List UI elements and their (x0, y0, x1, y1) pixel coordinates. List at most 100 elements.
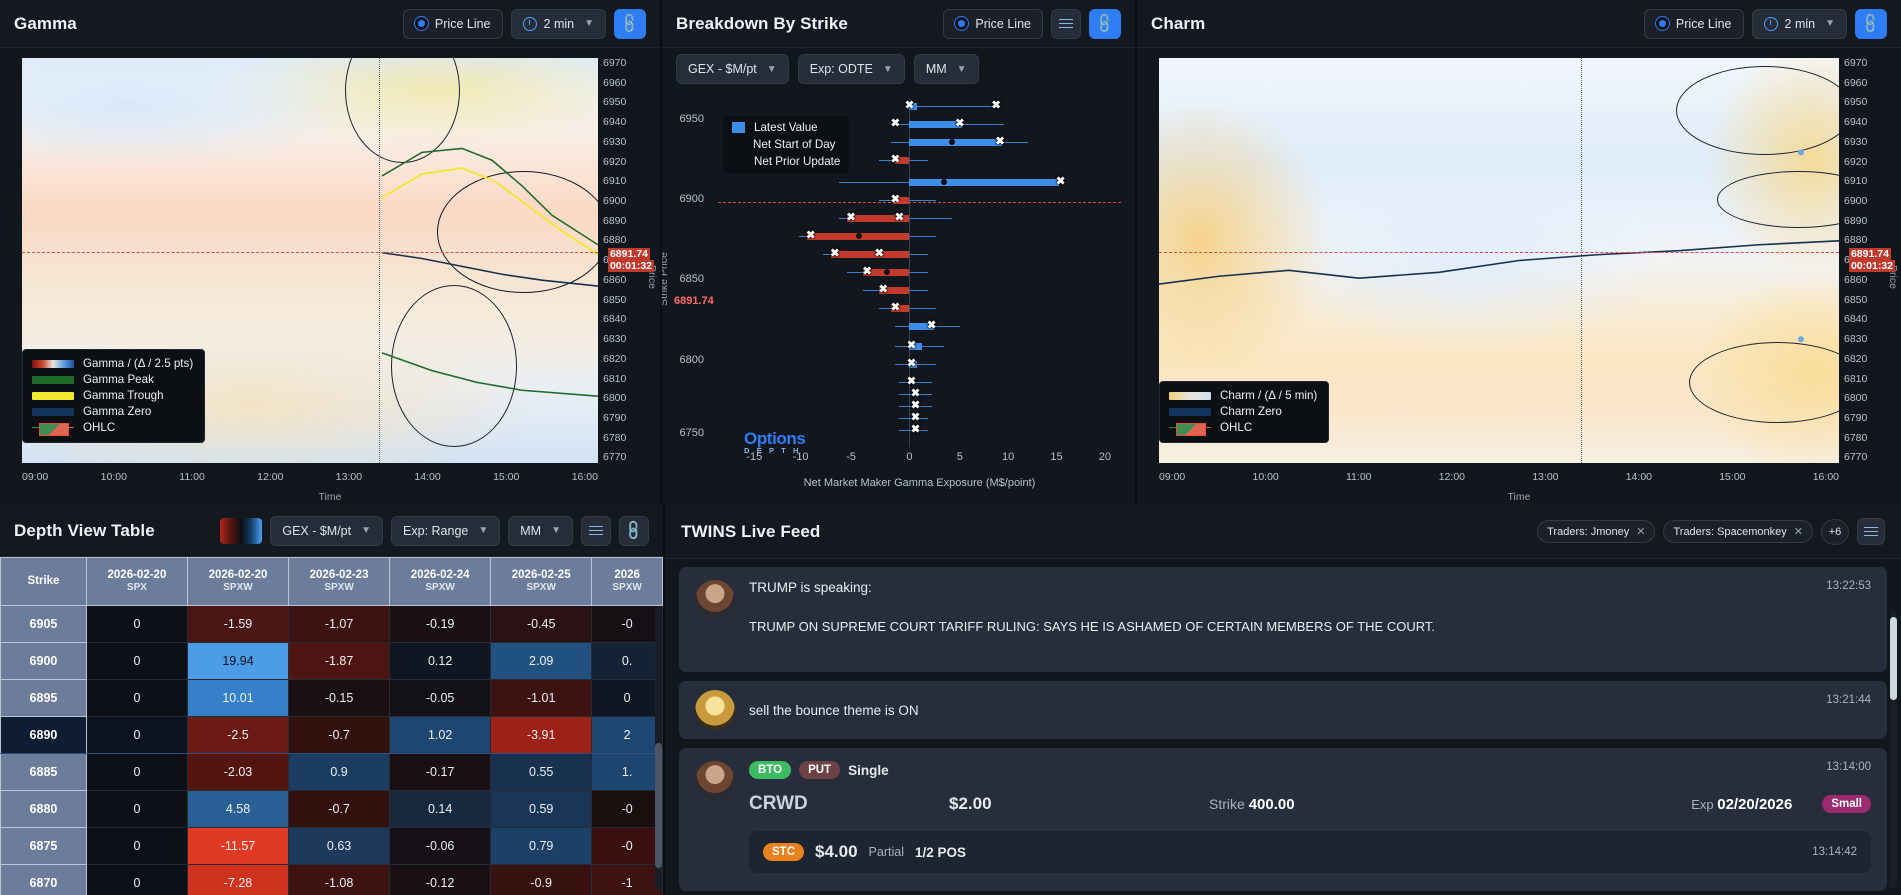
contour-line (1689, 341, 1839, 423)
close-icon[interactable]: ✕ (1636, 526, 1646, 538)
y-tick: 6850 (1844, 293, 1868, 306)
depth-link-button[interactable]: 🔗 (619, 515, 649, 546)
message-headline: TRUMP is speaking: (749, 580, 872, 595)
breakdown-controls: GEX - $M/pt ▼ Exp: ODTE ▼ MM ▼ (662, 48, 1135, 90)
depth-table: Strike 2026-02-20 SPX 2026-02-20 SPXW 2026… (0, 557, 663, 895)
bar-negative (891, 305, 910, 312)
y-tick: 6790 (603, 411, 627, 424)
table-row[interactable]: 6870 0 -7.28 -1.08 -0.12 -0.9 -1 (0, 864, 663, 895)
fill-time: 13:14:42 (1812, 846, 1857, 858)
net-prior-update-marker: ✖ (890, 117, 900, 130)
gamma-interval-select[interactable]: 2 min ▼ (510, 8, 606, 39)
feed-settings-button[interactable] (1857, 518, 1885, 545)
legend-item: OHLC (1169, 421, 1317, 436)
table-row[interactable]: 6890 0 -2.5 -0.7 1.02 -3.91 2 (0, 716, 663, 754)
y-tick: 6830 (1844, 333, 1868, 346)
table-row[interactable]: 6905 0 -1.59 -1.07 -0.19 -0.45 -0 (0, 605, 663, 643)
breakdown-metric-select[interactable]: GEX - $M/pt ▼ (676, 54, 789, 84)
cell-strike: 6900 (0, 642, 87, 680)
x-tick: 20 (1098, 451, 1111, 463)
cell: 0.9 (288, 753, 391, 791)
net-prior-update-marker: ✖ (910, 423, 921, 436)
list-item[interactable]: BTO PUT Single CRWD $2.00 Strike 400.00 (679, 748, 1887, 891)
strike-value: 400.00 (1248, 795, 1295, 813)
depth-table-scroll[interactable]: Strike 2026-02-20 SPX 2026-02-20 SPXW 2026… (0, 557, 663, 895)
gamma-chart[interactable]: 6970 6960 6950 6940 6930 6920 6910 6900 … (0, 48, 660, 505)
breakdown-mm-select[interactable]: MM ▼ (913, 54, 979, 84)
breakdown-exp-select[interactable]: Exp: ODTE ▼ (797, 54, 905, 84)
cell: 0 (591, 679, 663, 717)
price-line (1159, 252, 1839, 254)
sliders-icon (1864, 526, 1878, 537)
x-tick: 15:00 (1719, 471, 1746, 483)
depth-metric-select[interactable]: GEX - $M/pt ▼ (270, 515, 384, 546)
color-scale-icon[interactable] (220, 517, 263, 544)
legend-label: OHLC (1220, 421, 1253, 434)
table-row[interactable]: 6880 0 4.58 -0.7 0.14 0.59 -0 (0, 790, 663, 828)
cell: 0.14 (389, 790, 492, 828)
table-row[interactable]: 6875 0 -11.57 0.63 -0.06 0.79 -0 (0, 827, 663, 865)
depth-exp-select[interactable]: Exp: Range ▼ (391, 515, 501, 546)
depth-table-scrollbar[interactable] (655, 607, 662, 891)
table-row[interactable]: 6900 0 19.94 -1.87 0.12 2.09 0. (0, 642, 663, 680)
gamma-link-button[interactable]: 🔗 (614, 8, 646, 39)
y-tick: 6940 (1844, 116, 1868, 129)
feed-list[interactable]: TRUMP is speaking: TRUMP ON SUPREME COUR… (665, 559, 1901, 895)
trade-fill-row[interactable]: STC $4.00 Partial 1/2 POS 13:14:42 (749, 831, 1871, 873)
y-tick: 6800 (603, 392, 627, 405)
column-header-strike[interactable]: Strike (0, 557, 87, 606)
legend-item: ✖ Net Prior Update (732, 155, 840, 168)
depth-exp-label: Exp: Range (403, 523, 469, 538)
charm-x-axis: 09:00 10:00 11:00 12:00 13:00 14:00 15:0… (1159, 471, 1839, 487)
column-header[interactable]: 2026-02-20 SPX (85, 557, 188, 606)
table-row[interactable]: 6895 0 10.01 -0.15 -0.05 -1.01 0 (0, 679, 663, 717)
y-tick: 6850 (603, 293, 627, 306)
filter-more-count[interactable]: +6 (1821, 518, 1849, 545)
breakdown-plot-area: ✖ ✖ ✖ ✖ ✖ ✖ ✖ (718, 98, 1121, 455)
charm-link-button[interactable]: 🔗 (1855, 8, 1887, 39)
list-item[interactable]: TRUMP is speaking: TRUMP ON SUPREME COUR… (679, 567, 1887, 672)
depth-mm-select[interactable]: MM ▼ (508, 515, 573, 546)
breakdown-list-button[interactable] (1051, 8, 1081, 39)
bar-negative (846, 215, 910, 222)
cell: -0.9 (490, 864, 593, 895)
message-text: sell the bounce theme is ON (749, 702, 919, 718)
close-icon[interactable]: ✕ (1793, 526, 1803, 538)
filter-chip-trader-spacemonkey[interactable]: Traders: Spacemonkey ✕ (1663, 520, 1813, 543)
breakdown-panel: Breakdown By Strike Price Line 🔗 (662, 0, 1135, 505)
column-header[interactable]: 2026-02-23 SPXW (288, 557, 391, 606)
x-tick: 11:00 (1346, 471, 1372, 483)
column-header[interactable]: 2026-02-20 SPXW (186, 557, 290, 606)
link-icon: 🔗 (617, 11, 642, 35)
breakdown-chart[interactable]: 6950 6900 6850 6800 6750 Strike Price ✖ … (662, 90, 1135, 505)
column-header[interactable]: 2026-02-24 SPXW (389, 557, 492, 606)
depth-settings-button[interactable] (581, 515, 611, 546)
breakdown-price-line-toggle[interactable]: Price Line (943, 8, 1043, 39)
breakdown-link-button[interactable]: 🔗 (1089, 8, 1121, 39)
list-item[interactable]: sell the bounce theme is ON 13:21:44 (679, 681, 1887, 739)
breakdown-price-line-label: Price Line (975, 16, 1031, 31)
breakdown-x-axis-title: Net Market Maker Gamma Exposure (M$/poin… (803, 477, 1036, 489)
feed-scrollbar[interactable] (1890, 611, 1897, 889)
depth-table-toolbar: GEX - $M/pt ▼ Exp: Range ▼ MM ▼ (220, 515, 649, 546)
x-tick: 12:00 (1438, 471, 1465, 483)
gamma-price-line-toggle[interactable]: Price Line (402, 8, 503, 39)
y-tick: 6950 (1844, 96, 1868, 109)
charm-interval-select[interactable]: 2 min ▼ (1751, 8, 1847, 39)
chevron-down-icon: ▼ (882, 63, 893, 75)
column-header[interactable]: 2026 SPXW (591, 557, 663, 606)
whisker (899, 406, 932, 408)
net-prior-update-marker: ✖ (906, 375, 917, 388)
filter-chip-trader-jmoney[interactable]: Traders: Jmoney ✕ (1537, 520, 1656, 543)
charm-price-line-toggle[interactable]: Price Line (1643, 8, 1744, 39)
cell: -11.57 (186, 827, 290, 865)
y-tick: 6820 (1844, 352, 1868, 365)
charm-panel: Charm Price Line 2 min ▼ 🔗 (1137, 0, 1901, 505)
net-prior-update-marker: ✖ (991, 99, 1001, 112)
table-row[interactable]: 6885 0 -2.03 0.9 -0.17 0.55 1. (0, 753, 663, 791)
charm-chart[interactable]: 6970 6960 6950 6940 6930 6920 6910 6900 … (1137, 48, 1901, 505)
column-header[interactable]: 2026-02-25 SPXW (490, 557, 593, 606)
message-time: 13:14:00 (1826, 761, 1871, 773)
breakdown-x-axis: -15 -10 -5 0 5 10 15 20 (718, 451, 1121, 467)
x-tick: 12:00 (257, 471, 284, 483)
